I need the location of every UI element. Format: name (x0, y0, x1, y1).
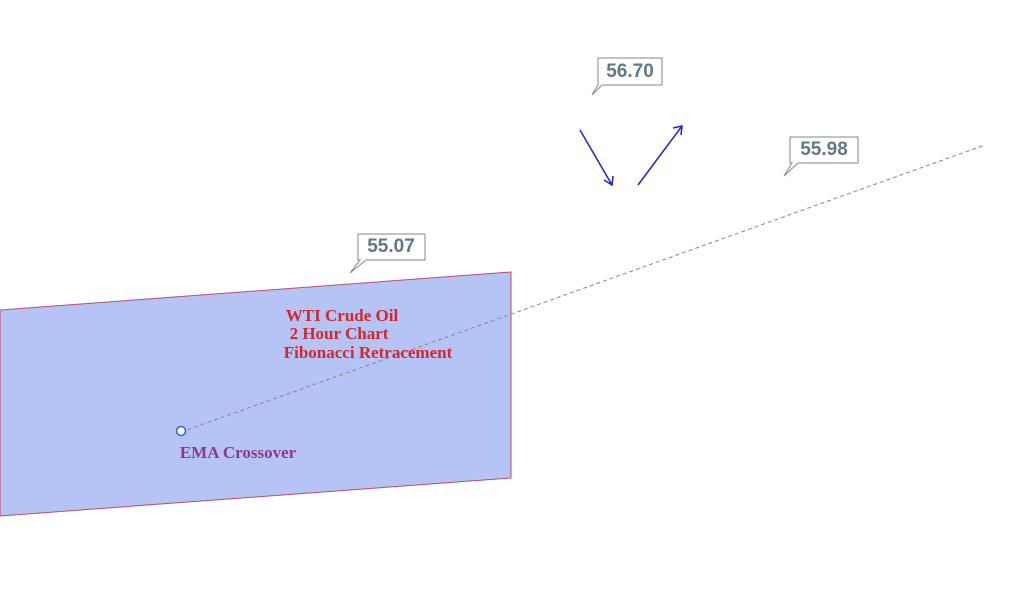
callout-text: 55.07 (367, 236, 415, 257)
arrow-head (672, 125, 683, 136)
channel (0, 271, 512, 517)
annotation: Fibonacci Retracement (284, 343, 453, 362)
callout: 56.70 (591, 57, 663, 96)
annotation: EMA Crossover (180, 443, 297, 462)
trend-line (180, 144, 985, 433)
annotation: 2 Hour Chart (290, 324, 389, 343)
arrow (637, 125, 683, 186)
callout: 55.07 (349, 233, 426, 274)
callout-box (783, 136, 859, 177)
channel-layer (0, 144, 985, 517)
arrow-head (603, 175, 614, 187)
annotation: WTI Crude Oil (286, 306, 399, 325)
crossover-point (175, 425, 187, 437)
callout: 55.98 (783, 136, 859, 177)
arrow (579, 129, 613, 186)
callout-box (591, 57, 663, 96)
callout-box (349, 233, 426, 274)
callout-text: 56.70 (606, 61, 654, 82)
callout-text: 55.98 (800, 139, 848, 160)
